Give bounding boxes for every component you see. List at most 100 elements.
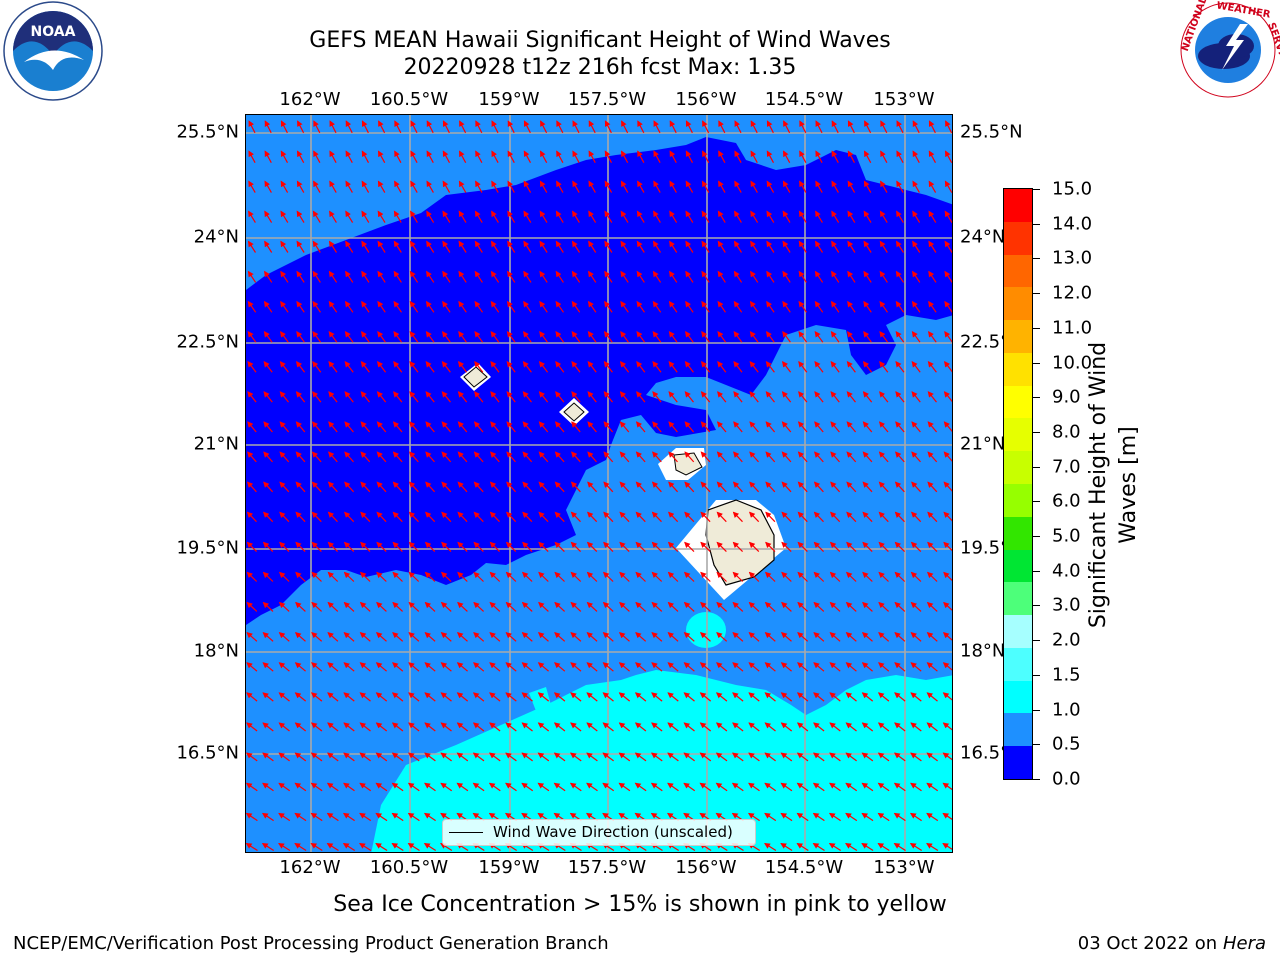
wind-wave-arrow — [831, 240, 840, 253]
wind-wave-arrow — [652, 391, 662, 403]
colorbar-tick-label: 1.5 — [1052, 664, 1081, 686]
wind-wave-arrow — [831, 180, 839, 193]
wind-wave-arrow — [896, 150, 904, 163]
wind-wave-arrow — [878, 571, 889, 582]
wind-wave-arrow — [797, 451, 808, 463]
wind-wave-arrow — [408, 601, 420, 612]
wind-wave-arrow — [456, 782, 469, 792]
colorbar-tick-mark — [1033, 536, 1040, 538]
wind-wave-arrow — [619, 481, 630, 493]
wind-wave-arrow — [263, 361, 273, 373]
wind-wave-arrow — [733, 300, 743, 313]
wind-wave-arrow — [928, 330, 937, 343]
wind-wave-arrow — [781, 481, 792, 493]
wind-wave-arrow — [424, 722, 436, 732]
wind-wave-arrow — [521, 662, 533, 672]
wind-wave-arrow — [571, 240, 581, 253]
wind-wave-arrow — [814, 330, 824, 343]
wind-wave-arrow — [782, 180, 791, 193]
wind-wave-arrow — [847, 240, 856, 253]
wind-wave-arrow — [716, 421, 727, 433]
wind-wave-arrow — [798, 270, 807, 283]
lat-tick-right: 21°N — [960, 433, 1006, 455]
wind-wave-arrow — [459, 120, 467, 134]
wind-wave-arrow — [538, 481, 549, 493]
wind-wave-arrow — [522, 421, 533, 433]
wind-wave-arrow — [588, 150, 596, 163]
wind-wave-arrow — [780, 782, 793, 792]
wind-wave-arrow — [750, 210, 759, 223]
wind-wave-arrow — [797, 481, 808, 493]
wind-wave-arrow — [636, 391, 646, 403]
wind-wave-arrow — [667, 541, 679, 553]
wind-wave-arrow — [343, 601, 355, 612]
wind-wave-arrow — [764, 782, 777, 792]
wind-wave-arrow — [926, 662, 938, 672]
wind-wave-arrow — [280, 210, 289, 223]
wind-wave-arrow — [846, 421, 857, 433]
wind-wave-arrow — [327, 692, 339, 702]
wind-wave-arrow — [604, 300, 613, 313]
wind-wave-arrow — [733, 240, 743, 253]
wind-wave-arrow — [505, 752, 517, 762]
wind-wave-arrow — [359, 662, 371, 672]
wind-wave-arrow — [440, 632, 452, 642]
wind-wave-arrow — [829, 722, 841, 732]
wind-wave-arrow — [798, 300, 807, 313]
wind-wave-arrow — [312, 270, 321, 283]
wind-wave-arrow — [311, 421, 322, 433]
map-legend: Wind Wave Direction (unscaled) — [442, 819, 756, 846]
wind-wave-arrow — [799, 180, 807, 193]
wind-wave-arrow — [668, 421, 678, 433]
wind-wave-arrow — [603, 541, 614, 553]
wind-wave-arrow — [861, 722, 874, 732]
wind-wave-arrow — [440, 601, 452, 612]
wind-wave-arrow — [944, 180, 952, 193]
wind-wave-arrow — [458, 240, 467, 253]
wind-wave-arrow — [505, 541, 517, 553]
wind-wave-arrow — [523, 330, 532, 343]
wind-wave-arrow — [425, 391, 435, 403]
wind-wave-arrow — [377, 300, 386, 313]
wind-wave-arrow — [814, 361, 824, 373]
wind-wave-arrow — [878, 421, 889, 433]
wind-wave-arrow — [344, 511, 355, 523]
wind-wave-arrow — [392, 451, 403, 463]
wind-wave-arrow — [295, 481, 306, 493]
wind-wave-arrow — [798, 391, 808, 403]
wind-wave-arrow — [701, 300, 710, 313]
wind-wave-arrow — [619, 541, 630, 553]
colorbar-tick-mark — [1033, 223, 1040, 225]
wind-wave-arrow — [280, 240, 289, 253]
wind-wave-arrow — [473, 481, 484, 493]
wind-wave-arrow — [699, 692, 712, 702]
wind-wave-arrow — [650, 782, 663, 792]
lon-tick-top: 157.5°W — [567, 89, 647, 110]
wind-wave-arrow — [798, 361, 808, 373]
wind-wave-arrow — [669, 210, 678, 223]
wind-wave-arrow — [863, 180, 872, 193]
wind-wave-arrow — [879, 391, 889, 403]
wind-wave-arrow — [667, 601, 679, 612]
wind-wave-arrow — [636, 330, 646, 343]
wind-wave-arrow — [814, 391, 824, 403]
wind-wave-arrow — [472, 692, 485, 702]
wind-wave-arrow — [701, 240, 710, 253]
wind-wave-arrow — [571, 330, 581, 343]
wind-wave-arrow — [812, 812, 825, 822]
colorbar-tick-label: 13.0 — [1052, 247, 1093, 269]
wind-wave-arrow — [328, 270, 338, 283]
wind-wave-arrow — [279, 421, 290, 433]
wind-wave-arrow — [847, 150, 856, 163]
wind-wave-arrow — [263, 330, 273, 343]
wind-wave-arrow — [457, 421, 468, 433]
colorbar-tick-label: 6.0 — [1052, 490, 1081, 512]
wind-wave-arrow — [474, 330, 484, 343]
wind-wave-arrow — [780, 662, 792, 672]
wind-wave-arrow — [699, 782, 712, 792]
wind-wave-arrow — [505, 692, 517, 702]
wind-wave-arrow — [426, 240, 435, 253]
wind-wave-arrow — [310, 752, 323, 762]
wind-wave-arrow — [845, 812, 858, 822]
wind-wave-arrow — [344, 451, 354, 463]
